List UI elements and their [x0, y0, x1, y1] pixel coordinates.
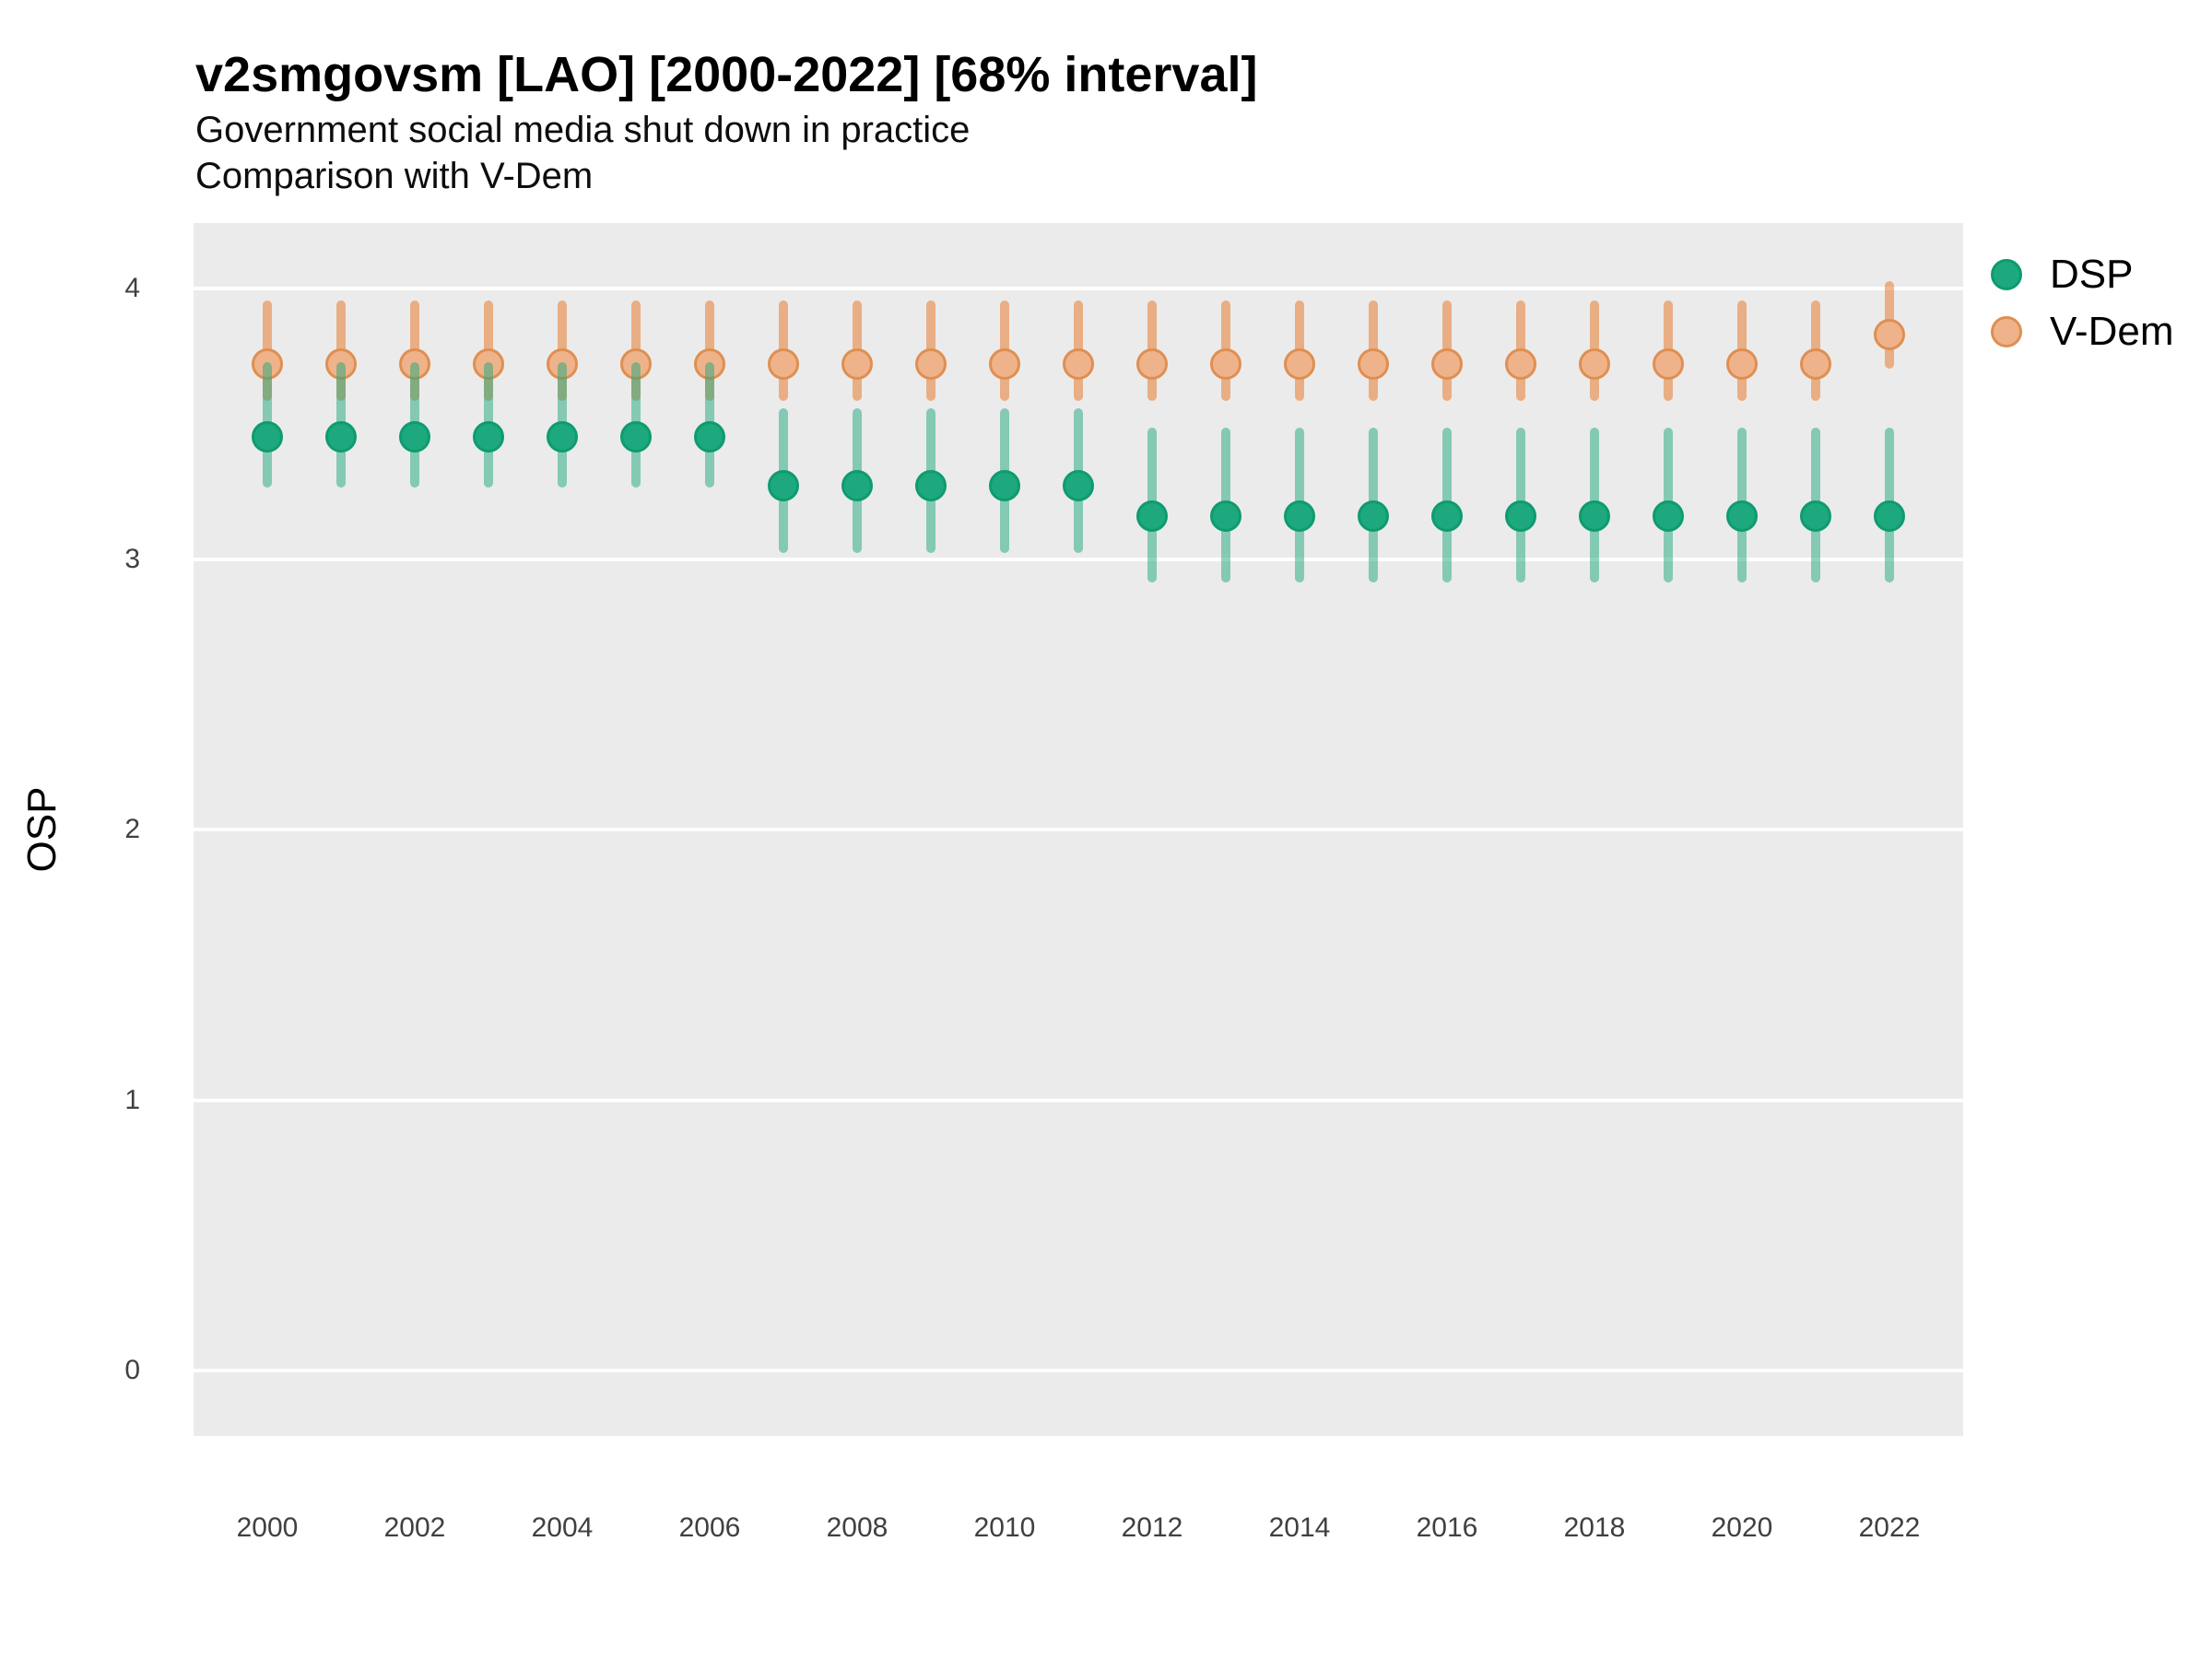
vdem-point-2017 — [1505, 348, 1536, 381]
plot-panel — [194, 223, 1963, 1436]
chart-subtitle-2: Comparison with V-Dem — [195, 156, 594, 196]
dsp-point-2007 — [768, 470, 799, 502]
x-tick-label-2016: 2016 — [1416, 1512, 1478, 1543]
dsp-point-2019 — [1653, 500, 1684, 532]
x-tick-label-2014: 2014 — [1268, 1512, 1331, 1543]
dsp-point-2015 — [1358, 500, 1389, 532]
y-tick-label-3: 3 — [124, 543, 140, 574]
vdem-point-2015 — [1358, 348, 1389, 381]
vdem-point-2008 — [841, 348, 873, 381]
x-tick-label-2000: 2000 — [236, 1512, 299, 1543]
dsp-point-2005 — [620, 421, 652, 453]
dsp-point-2001 — [325, 421, 357, 453]
gridline-y-4 — [194, 287, 1963, 290]
dsp-point-2020 — [1726, 500, 1758, 532]
dsp-point-2021 — [1800, 500, 1831, 532]
x-tick-label-2010: 2010 — [973, 1512, 1036, 1543]
dsp-point-2002 — [399, 421, 430, 453]
gridline-y-2 — [194, 828, 1963, 831]
x-tick-label-2022: 2022 — [1858, 1512, 1921, 1543]
gridline-y-1 — [194, 1098, 1963, 1102]
x-tick-label-2020: 2020 — [1711, 1512, 1773, 1543]
x-tick-label-2006: 2006 — [678, 1512, 741, 1543]
dsp-point-2000 — [252, 421, 283, 453]
y-tick-label-0: 0 — [124, 1355, 140, 1385]
vdem-point-2021 — [1800, 348, 1831, 381]
x-tick-label-2012: 2012 — [1121, 1512, 1183, 1543]
legend-label-vdem: V-Dem — [2050, 309, 2174, 354]
y-tick-label-4: 4 — [124, 273, 140, 303]
dsp-point-2009 — [915, 470, 947, 502]
dsp-point-2010 — [989, 470, 1020, 502]
dsp-point-2016 — [1431, 500, 1463, 532]
x-tick-label-2004: 2004 — [531, 1512, 594, 1543]
dsp-point-2017 — [1505, 500, 1536, 532]
gridline-y-3 — [194, 557, 1963, 561]
dsp-point-2013 — [1210, 500, 1241, 532]
vdem-point-2012 — [1136, 348, 1168, 381]
x-tick-label-2008: 2008 — [826, 1512, 888, 1543]
dsp-legend-swatch-icon — [1991, 259, 2022, 290]
vdem-point-2010 — [989, 348, 1020, 381]
vdem-point-2022 — [1874, 318, 1905, 350]
x-tick-label-2018: 2018 — [1563, 1512, 1626, 1543]
legend-item-dsp: DSP — [1991, 251, 2173, 299]
vdem-point-2020 — [1726, 348, 1758, 381]
vdem-point-2018 — [1579, 348, 1610, 381]
legend-label-dsp: DSP — [2050, 252, 2134, 297]
dsp-point-2008 — [841, 470, 873, 502]
vdem-point-2019 — [1653, 348, 1684, 381]
vdem-point-2007 — [768, 348, 799, 381]
dsp-point-2012 — [1136, 500, 1168, 532]
vdem-point-2011 — [1063, 348, 1094, 381]
dsp-point-2011 — [1063, 470, 1094, 502]
vdem-point-2014 — [1284, 348, 1315, 381]
dsp-point-2014 — [1284, 500, 1315, 532]
dsp-point-2006 — [694, 421, 725, 453]
gridline-y-0 — [194, 1369, 1963, 1372]
dsp-point-2018 — [1579, 500, 1610, 532]
dsp-point-2022 — [1874, 500, 1905, 532]
vdem-point-2016 — [1431, 348, 1463, 381]
legend-item-vdem: V-Dem — [1991, 308, 2173, 356]
vdem-point-2013 — [1210, 348, 1241, 381]
y-tick-label-2: 2 — [124, 814, 140, 844]
y-tick-label-1: 1 — [124, 1084, 140, 1115]
vdem-legend-swatch-icon — [1991, 316, 2022, 347]
vdem-point-2009 — [915, 348, 947, 381]
dsp-point-2003 — [473, 421, 504, 453]
chart-title: v2smgovsm [LAO] [2000-2022] [68% interva… — [195, 47, 1258, 102]
chart-subtitle: Government social media shut down in pra… — [195, 110, 971, 150]
dsp-point-2004 — [547, 421, 578, 453]
legend: DSP V-Dem — [1991, 251, 2173, 356]
x-tick-label-2002: 2002 — [383, 1512, 446, 1543]
